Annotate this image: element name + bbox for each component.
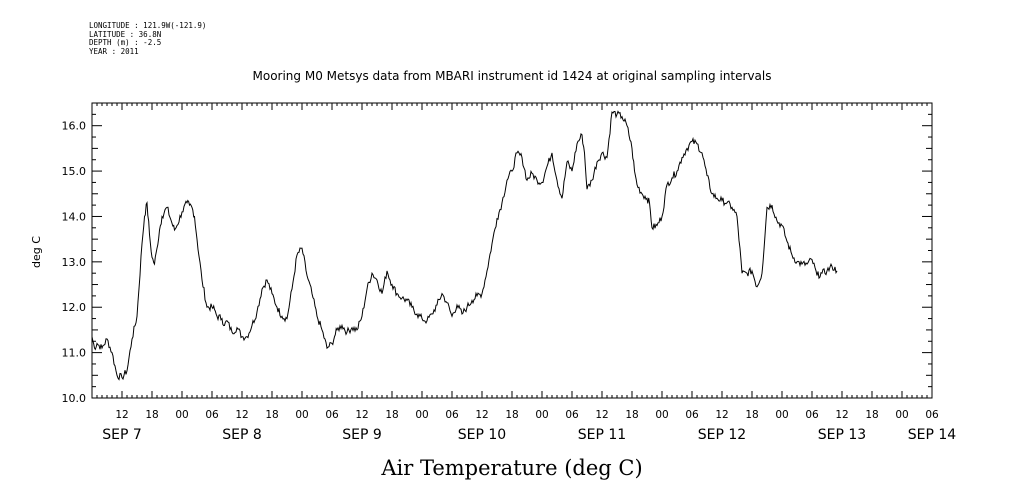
x-hour-label: 18 — [385, 409, 398, 421]
x-hour-label: 18 — [505, 409, 518, 421]
x-hour-label: 00 — [175, 409, 188, 421]
y-tick-label: 10.0 — [62, 392, 87, 405]
x-hour-label: 06 — [805, 409, 819, 421]
x-hour-label: 06 — [925, 409, 939, 421]
x-hour-label: 06 — [565, 409, 579, 421]
x-day-label: SEP 11 — [578, 427, 626, 443]
x-day-label: SEP 14 — [908, 427, 957, 443]
x-hour-label: 06 — [325, 409, 339, 421]
x-hour-label: 18 — [865, 409, 878, 421]
latitude-text: LATITUDE : 36.8N — [89, 29, 162, 39]
y-tick-label: 12.0 — [62, 301, 87, 314]
x-day-label: SEP 7 — [102, 427, 142, 443]
x-hour-label: 18 — [745, 409, 758, 421]
y-axis-label: deg C — [30, 236, 43, 268]
x-day-label: SEP 9 — [342, 427, 382, 443]
y-tick-label: 16.0 — [62, 120, 87, 133]
x-hour-label: 18 — [265, 409, 278, 421]
x-axis-label: Air Temperature (deg C) — [380, 456, 642, 480]
depth-text: DEPTH (m) : -2.5 — [89, 38, 162, 48]
x-hour-label: 12 — [115, 409, 128, 421]
x-day-label: SEP 8 — [222, 427, 262, 443]
x-hour-label: 18 — [145, 409, 158, 421]
x-hour-label: 12 — [835, 409, 848, 421]
x-hour-label: 12 — [235, 409, 248, 421]
x-hour-label: 12 — [595, 409, 608, 421]
x-hour-label: 06 — [685, 409, 699, 421]
x-hour-label: 00 — [295, 409, 308, 421]
chart-title: Mooring M0 Metsys data from MBARI instru… — [253, 69, 772, 83]
axis-ticks — [91, 102, 933, 399]
series-line — [91, 110, 838, 381]
x-hour-label: 12 — [355, 409, 368, 421]
x-hour-label: 00 — [895, 409, 908, 421]
station-metadata: LONGITUDE : 121.9W(-121.9) LATITUDE : 36… — [89, 21, 207, 56]
x-hour-label: 00 — [775, 409, 788, 421]
longitude-text: LONGITUDE : 121.9W(-121.9) — [89, 21, 207, 30]
x-hour-label: 00 — [655, 409, 668, 421]
y-tick-label: 11.0 — [62, 347, 87, 360]
year-text: YEAR : 2011 — [89, 46, 139, 56]
x-hour-label: 12 — [715, 409, 728, 421]
y-tick-label: 14.0 — [62, 210, 87, 223]
x-day-label: SEP 13 — [818, 427, 866, 443]
x-day-label: SEP 12 — [698, 427, 746, 443]
x-hour-label: 12 — [475, 409, 488, 421]
x-hour-label: 00 — [415, 409, 428, 421]
x-hour-label: 18 — [625, 409, 638, 421]
axis-labels: 10.0 11.0 12.0 13.0 14.0 15.0 16.0 12 18 00 06 12 18… — [62, 120, 957, 443]
x-hour-label: 06 — [445, 409, 459, 421]
x-hour-label: 00 — [535, 409, 548, 421]
x-day-label: SEP 10 — [458, 427, 506, 443]
y-tick-label: 15.0 — [62, 165, 87, 178]
plot-frame — [91, 102, 933, 399]
y-tick-label: 13.0 — [62, 256, 87, 269]
x-hour-label: 06 — [205, 409, 219, 421]
